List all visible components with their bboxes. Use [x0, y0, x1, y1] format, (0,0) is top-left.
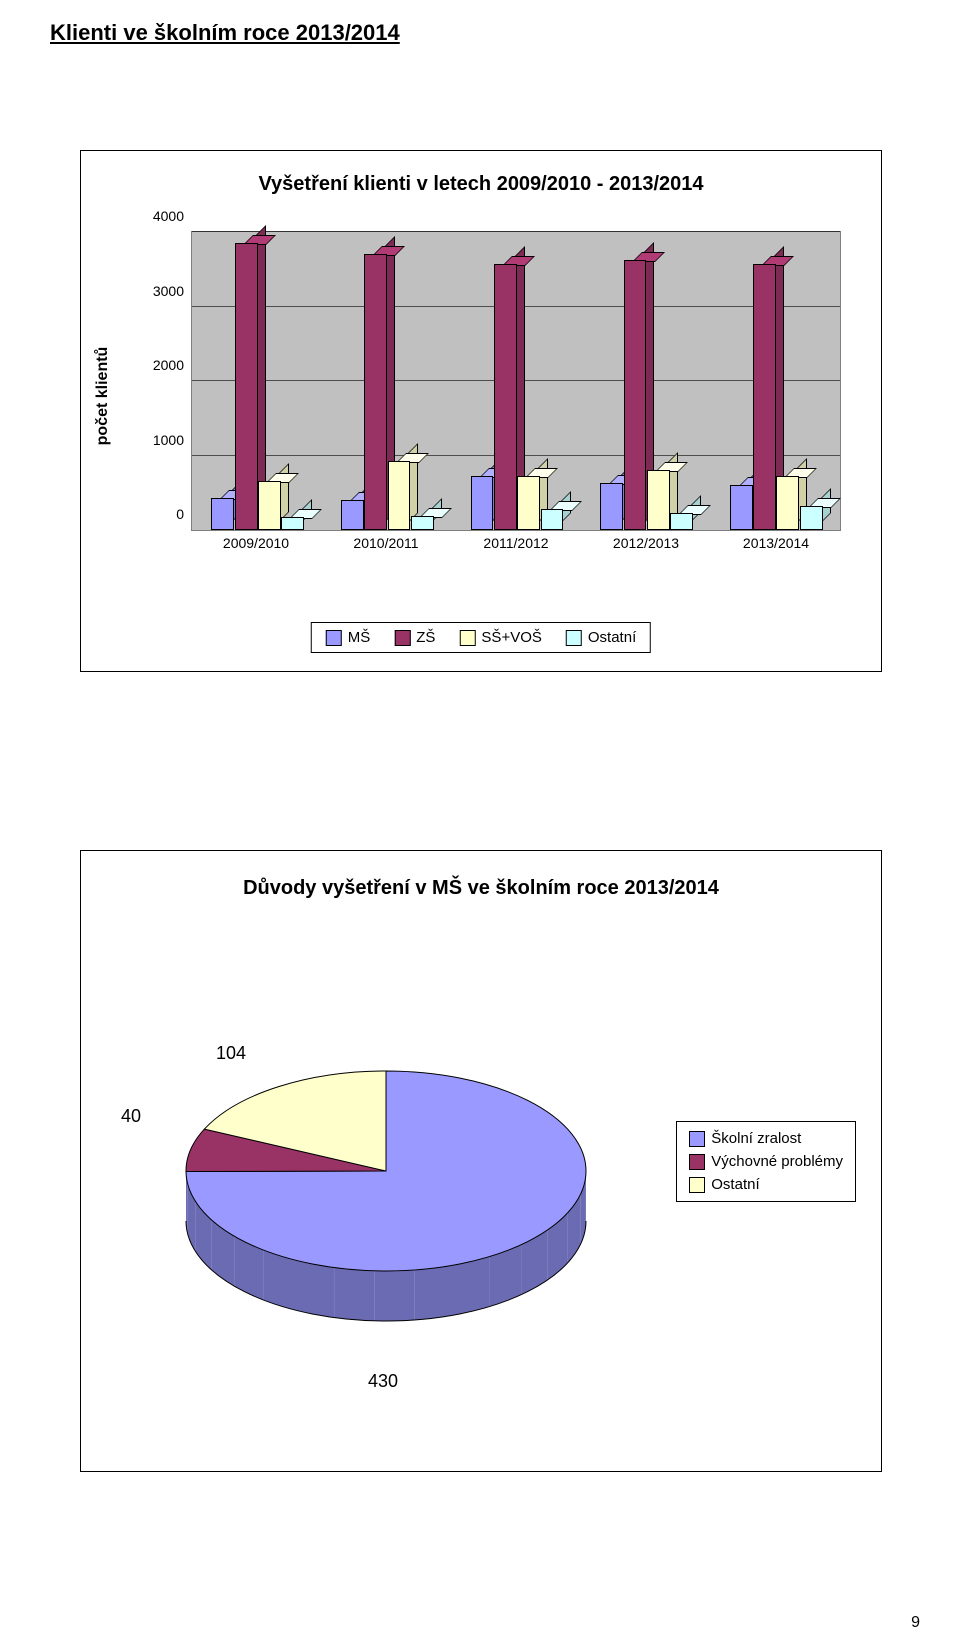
pie-chart-frame: Důvody vyšetření v MŠ ve školním roce 20… — [80, 850, 882, 1472]
bar-chart-xlabel: 2010/2011 — [353, 535, 418, 551]
bar — [364, 258, 385, 530]
bar-chart-legend: MŠ ZŠ SŠ+VOŠ Ostatní — [311, 622, 651, 653]
page-title: Klienti ve školním roce 2013/2014 — [50, 20, 400, 46]
bar — [235, 247, 256, 530]
bar-legend-item: Ostatní — [566, 629, 636, 646]
bar-legend-label: Ostatní — [588, 629, 636, 646]
pie-legend-swatch — [689, 1177, 705, 1193]
bar-legend-item: ZŠ — [394, 629, 435, 646]
bar-chart-xlabel: 2009/2010 — [223, 535, 289, 551]
pie-value-ostatni: 104 — [216, 1043, 246, 1064]
bar-chart-xlabel: 2013/2014 — [743, 535, 809, 551]
bar-legend-label: MŠ — [348, 629, 371, 646]
bar — [541, 511, 562, 530]
bar-legend-label: SŠ+VOŠ — [481, 629, 541, 646]
bar — [341, 502, 362, 530]
page-number: 9 — [911, 1614, 920, 1632]
bar-legend-label: ZŠ — [416, 629, 435, 646]
bar — [258, 483, 279, 530]
bar-chart-body: počet klientů 01000200030004000 2009/201… — [121, 231, 851, 561]
bar — [494, 268, 515, 530]
bar-chart-xlabel: 2012/2013 — [613, 535, 679, 551]
bar — [471, 478, 492, 530]
pie-legend-label: Výchovné problémy — [711, 1153, 843, 1170]
bar — [647, 472, 668, 530]
pie-chart-area: 40 104 430 Školní zralost Výchovné probl… — [81, 931, 881, 1471]
bar-legend-item: MŠ — [326, 629, 371, 646]
page: { "page": { "title": "Klienti ve školním… — [0, 0, 960, 1652]
bar — [776, 478, 797, 530]
bar-chart-xlabel: 2011/2012 — [483, 535, 548, 551]
pie-legend-label: Ostatní — [711, 1176, 759, 1193]
bar-chart-ytick: 1000 — [134, 432, 192, 448]
bar — [800, 508, 821, 530]
pie-legend-label: Školní zralost — [711, 1130, 801, 1147]
bar — [624, 263, 645, 530]
bar — [517, 478, 538, 530]
bar-chart-title: Vyšetření klienti v letech 2009/2010 - 2… — [81, 173, 881, 196]
pie-chart-title: Důvody vyšetření v MŠ ve školním roce 20… — [81, 877, 881, 900]
pie-legend-item-skolni-zralost: Školní zralost — [689, 1130, 843, 1147]
bar-chart-frame: Vyšetření klienti v letech 2009/2010 - 2… — [80, 150, 882, 672]
bar — [281, 519, 302, 530]
pie-svg — [171, 1051, 601, 1331]
bar — [670, 515, 691, 530]
pie-legend-item-ostatni: Ostatní — [689, 1176, 843, 1193]
bar-chart-plot: 01000200030004000 — [191, 231, 841, 531]
pie-legend-swatch — [689, 1154, 705, 1170]
bar — [730, 487, 751, 530]
pie-value-vychovne-problemy: 40 — [121, 1106, 141, 1127]
pie-value-skolni-zralost: 430 — [368, 1371, 398, 1392]
bar-chart-ytick: 3000 — [134, 283, 192, 299]
bar-chart-xlabels: 2009/2010 2010/2011 2011/2012 2012/2013 2013… — [191, 535, 841, 561]
bar — [753, 268, 774, 530]
bar-chart-ytick: 0 — [134, 506, 192, 522]
bar-chart-ylabel: počet klientů — [94, 347, 112, 446]
bar-chart-ytick: 2000 — [134, 357, 192, 373]
pie-chart-legend: Školní zralost Výchovné problémy Ostatní — [676, 1121, 856, 1202]
bar — [411, 518, 432, 530]
bar-chart-ytick: 4000 — [134, 208, 192, 224]
bar — [600, 485, 621, 530]
bar-legend-item: SŠ+VOŠ — [459, 629, 541, 646]
bar — [388, 463, 409, 530]
pie-legend-item-vychovne-problemy: Výchovné problémy — [689, 1153, 843, 1170]
bar — [211, 500, 232, 530]
pie-legend-swatch — [689, 1131, 705, 1147]
